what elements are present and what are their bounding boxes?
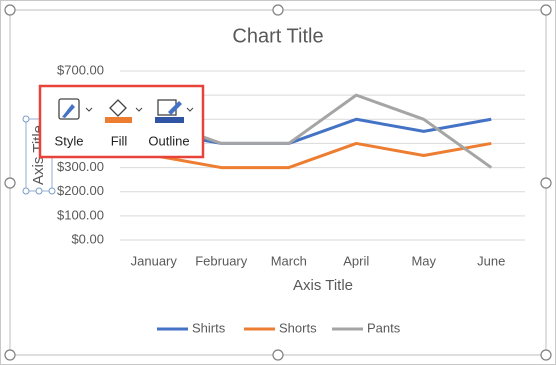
legend-entry[interactable]: Shorts: [244, 320, 317, 335]
x-tick-label: May: [411, 253, 436, 268]
chart-title[interactable]: Chart Title: [232, 25, 323, 47]
x-tick-label: June: [477, 253, 505, 268]
y-tick-label: $300.00: [57, 159, 104, 174]
y-tick-label: $100.00: [57, 207, 104, 222]
x-tick-label: January: [131, 253, 178, 268]
y-tick-label: $700.00: [57, 62, 104, 77]
legend-label: Shorts: [279, 320, 317, 335]
button-label: Fill: [111, 133, 128, 148]
chart-area[interactable]: [9, 9, 547, 356]
legend-label: Shirts: [192, 320, 226, 335]
y-tick-label: $0.00: [71, 231, 104, 246]
x-axis-title[interactable]: Axis Title: [293, 277, 353, 294]
format-toolbar: Style Fill Outline: [38, 84, 205, 159]
x-tick-label: February: [195, 253, 248, 268]
button-label: Outline: [148, 133, 189, 148]
chart: Chart Title Axis Title Axis Title $0.00$…: [25, 25, 525, 335]
series-line: [153, 117, 492, 145]
x-tick-label: April: [343, 253, 369, 268]
series-line: [153, 141, 492, 170]
style-button[interactable]: Style: [55, 98, 93, 148]
selection-handles[interactable]: [4, 4, 552, 361]
legend-entry[interactable]: Pants: [332, 320, 401, 335]
outline-button[interactable]: Outline: [148, 99, 194, 148]
legend-label: Pants: [367, 320, 401, 335]
fill-button[interactable]: Fill: [105, 99, 143, 148]
button-label: Style: [55, 133, 84, 148]
legend-entry[interactable]: Shirts: [157, 320, 226, 335]
series-line: [153, 93, 493, 169]
y-tick-label: $200.00: [57, 183, 104, 198]
x-tick-label: March: [271, 253, 307, 268]
